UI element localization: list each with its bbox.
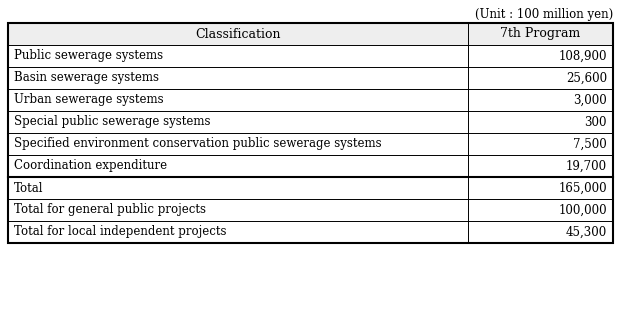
Text: Total: Total: [14, 181, 44, 195]
Text: Total for local independent projects: Total for local independent projects: [14, 225, 226, 239]
Text: Public sewerage systems: Public sewerage systems: [14, 49, 163, 63]
Text: 300: 300: [585, 116, 607, 128]
Bar: [8, 23, 613, 45]
Text: Special public sewerage systems: Special public sewerage systems: [14, 116, 210, 128]
Text: Basin sewerage systems: Basin sewerage systems: [14, 72, 159, 84]
Text: 165,000: 165,000: [559, 181, 607, 195]
Text: Classification: Classification: [195, 28, 281, 40]
Text: 3,000: 3,000: [573, 93, 607, 107]
Text: 108,900: 108,900: [559, 49, 607, 63]
Text: 19,700: 19,700: [566, 160, 607, 172]
Text: Coordination expenditure: Coordination expenditure: [14, 160, 167, 172]
Text: Specified environment conservation public sewerage systems: Specified environment conservation publi…: [14, 137, 382, 151]
Text: 7th Program: 7th Program: [500, 28, 580, 40]
Text: 25,600: 25,600: [566, 72, 607, 84]
Text: 100,000: 100,000: [559, 204, 607, 216]
Text: 45,300: 45,300: [566, 225, 607, 239]
Text: (Unit : 100 million yen): (Unit : 100 million yen): [475, 8, 613, 21]
Text: Total for general public projects: Total for general public projects: [14, 204, 206, 216]
Text: 7,500: 7,500: [573, 137, 607, 151]
Bar: [8, 23, 613, 243]
Text: Urban sewerage systems: Urban sewerage systems: [14, 93, 164, 107]
